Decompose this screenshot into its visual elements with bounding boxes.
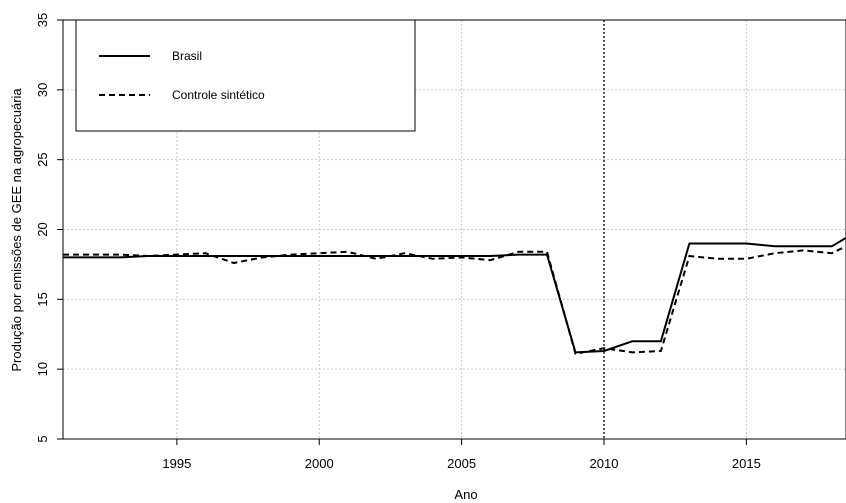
y-tick-label: 25 [35,152,50,166]
y-tick-label: 35 [35,13,50,27]
legend-box [75,19,416,132]
y-tick-label: 15 [35,292,50,306]
x-tick-label: 2000 [305,456,334,471]
legend-label-controle: Controle sintético [172,88,265,102]
y-axis-title: Produção por emissões de GEE na agropecu… [9,88,24,372]
series-line-brasil [63,237,846,354]
x-tick-label: 2005 [447,456,476,471]
y-tick-label: 5 [35,435,50,442]
x-axis-title: Ano [454,487,477,502]
x-axis: 1995 2000 2005 2010 2015 [162,439,761,471]
y-tick-label: 20 [35,222,50,236]
series-line-controle-sintetico [63,245,846,355]
legend-label-brasil: Brasil [172,49,202,63]
x-tick-label: 2010 [590,456,619,471]
x-tick-label: 1995 [162,456,191,471]
series-lines [63,237,846,355]
plot-border [62,19,846,440]
x-tick-label: 2015 [732,456,761,471]
y-tick-label: 30 [35,83,50,97]
y-axis: 5 10 15 20 25 30 35 [35,13,63,443]
y-tick-label: 10 [35,362,50,376]
legend: Brasil Controle sintético [75,19,416,132]
